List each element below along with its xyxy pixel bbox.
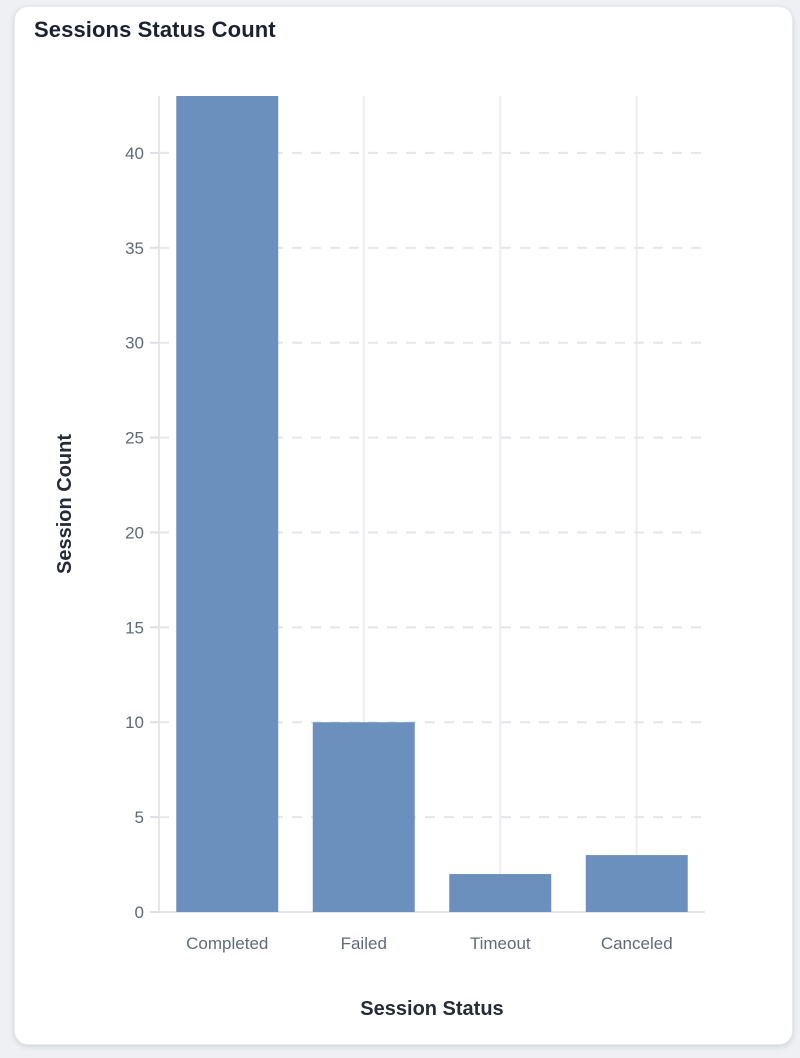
y-tick-label: 10 bbox=[125, 713, 144, 732]
y-tick-label: 30 bbox=[125, 334, 144, 353]
bar-canceled bbox=[585, 855, 688, 912]
x-tick-label: Canceled bbox=[601, 934, 673, 953]
x-tick-label: Timeout bbox=[470, 934, 531, 953]
y-tick-label: 15 bbox=[125, 618, 144, 637]
y-tick-label: 40 bbox=[125, 144, 144, 163]
sessions-status-bar-chart: 0 5 10 15 20 25 30 35 40 Completed Failed Timeout Ca… bbox=[54, 96, 705, 1020]
bar-failed bbox=[312, 722, 415, 912]
x-tick-label: Failed bbox=[341, 934, 387, 953]
y-tick-label: 20 bbox=[125, 523, 144, 542]
bar-timeout bbox=[449, 874, 552, 912]
chart-title: Sessions Status Count bbox=[34, 17, 276, 42]
y-tick-label: 35 bbox=[125, 239, 144, 258]
y-tick-label: 0 bbox=[135, 903, 144, 922]
x-tick-label: Completed bbox=[186, 934, 268, 953]
y-tick-label: 5 bbox=[135, 808, 144, 827]
y-axis-title: Session Count bbox=[54, 434, 76, 574]
x-axis-title: Session Status bbox=[360, 998, 503, 1020]
bar-completed bbox=[176, 96, 279, 912]
chart-card: Sessions Status Count 0 5 10 15 20 25 30 35 40 Co… bbox=[14, 6, 793, 1045]
y-tick-label: 25 bbox=[125, 429, 144, 448]
